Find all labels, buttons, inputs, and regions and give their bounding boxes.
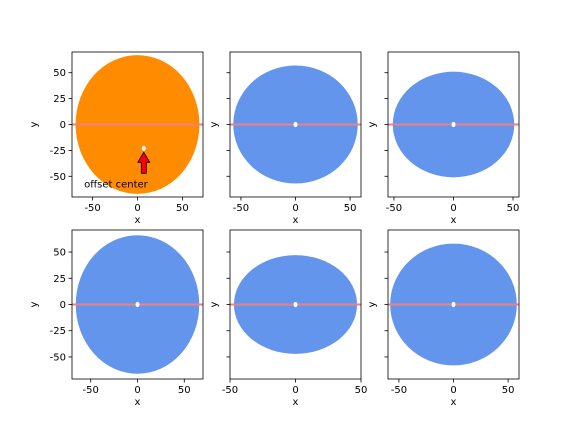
x-axis-label: x — [135, 215, 141, 226]
y-tick-label: -25 — [50, 146, 66, 157]
subplot-row-2-col-1: -50 0 50 -50 -25 0 25 50 x y — [29, 229, 204, 408]
center-marker — [451, 121, 456, 128]
annotation-text: offset center — [84, 180, 149, 191]
y-tick-label: 50 — [53, 248, 66, 259]
y-tick-label: 25 — [53, 94, 66, 105]
x-tick-label: 0 — [134, 385, 140, 396]
x-tick-label: 0 — [292, 385, 298, 396]
x-tick-label: 0 — [292, 203, 298, 214]
y-tick-label: 0 — [60, 300, 66, 311]
y-tick-label: 50 — [53, 68, 66, 79]
x-tick-label: 0 — [450, 203, 456, 214]
plot-area — [388, 71, 519, 178]
y-axis-label: y — [209, 121, 220, 127]
subplot-row-1-col-1: offset center -50 0 50 -50 -25 0 25 50 x y — [29, 51, 204, 226]
y-axis-label: y — [367, 301, 378, 307]
y-axis-label: y — [209, 301, 220, 307]
x-tick-label: -50 — [83, 385, 99, 396]
x-tick-label: -50 — [391, 385, 407, 396]
center-marker — [293, 121, 298, 128]
annotation-arrow — [137, 151, 151, 174]
x-axis-label: x — [293, 215, 299, 226]
x-axis-label: x — [451, 215, 457, 226]
x-tick-label: -50 — [84, 203, 100, 214]
y-tick-label: 0 — [60, 120, 66, 131]
x-tick-label: 0 — [450, 385, 456, 396]
center-marker — [141, 145, 146, 151]
x-tick-label: 50 — [502, 385, 515, 396]
x-axis-label: x — [293, 397, 299, 408]
subplot-row-2-col-3: -50 0 50 x y — [367, 229, 520, 408]
x-axis-label: x — [135, 397, 141, 408]
center-marker — [293, 301, 298, 308]
x-tick-label: 50 — [507, 203, 520, 214]
plot-area — [230, 255, 361, 354]
x-tick-label: 50 — [176, 203, 189, 214]
y-axis-label: y — [367, 121, 378, 127]
x-tick-label: 50 — [355, 385, 368, 396]
plot-area — [72, 235, 203, 374]
subplot-row-1-col-2: -50 0 50 x y — [209, 51, 362, 226]
y-tick-label: 25 — [53, 274, 66, 285]
plot-area — [388, 243, 519, 366]
y-axis-label: y — [29, 121, 40, 127]
y-tick-label: -50 — [50, 172, 66, 183]
subplot-row-1-col-3: -50 0 50 x y — [367, 51, 520, 226]
x-tick-label: 0 — [134, 203, 140, 214]
plot-area — [72, 55, 203, 194]
x-tick-label: 50 — [178, 385, 191, 396]
center-marker — [451, 301, 456, 308]
x-tick-label: -50 — [386, 203, 402, 214]
y-tick-label: -50 — [50, 352, 66, 363]
x-axis-label: x — [451, 397, 457, 408]
subplot-row-2-col-2: -50 0 50 x y — [209, 229, 368, 408]
x-tick-label: -50 — [233, 203, 249, 214]
y-axis-label: y — [29, 301, 40, 307]
x-tick-label: 50 — [344, 203, 357, 214]
center-marker — [135, 301, 140, 308]
plot-area — [230, 65, 361, 184]
x-tick-label: -50 — [222, 385, 238, 396]
y-tick-label: -25 — [50, 326, 66, 337]
